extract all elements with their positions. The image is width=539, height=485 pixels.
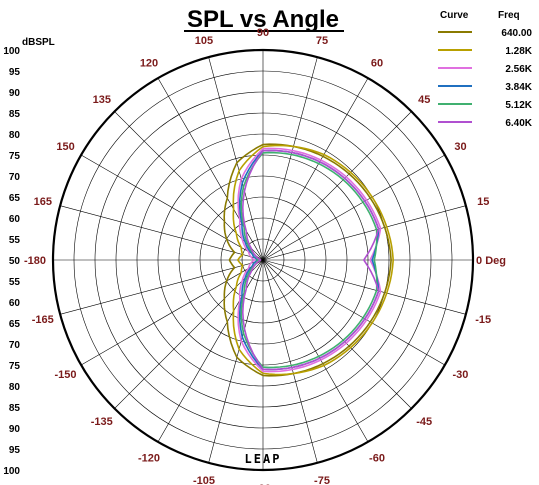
- legend-label: 5.12K: [505, 100, 532, 111]
- grid-spoke: [80, 154, 264, 261]
- angle-label: 150: [56, 141, 74, 153]
- angle-label: -105: [193, 475, 215, 485]
- grid-spoke: [262, 259, 446, 366]
- radial-tick-label: 90: [9, 88, 21, 99]
- radial-tick-label: 75: [9, 151, 21, 162]
- legend-label: 6.40K: [505, 118, 532, 129]
- angle-label: -75: [314, 475, 330, 485]
- angle-label: -150: [55, 369, 77, 381]
- grid-spoke: [208, 259, 264, 463]
- radial-tick-label: 55: [9, 277, 21, 288]
- radial-tick-label: 60: [9, 298, 21, 309]
- radial-unit-label: dBSPL: [22, 37, 55, 48]
- angle-label: 120: [140, 58, 158, 70]
- angle-label: 165: [34, 196, 52, 208]
- radial-tick-label: 65: [9, 193, 21, 204]
- radial-tick-label: 80: [9, 382, 21, 393]
- angle-label: 90: [257, 27, 269, 39]
- grid-spoke: [60, 259, 264, 315]
- grid-spoke: [262, 259, 412, 409]
- angle-label: 30: [454, 141, 466, 153]
- polar-grid: [51, 48, 475, 472]
- radial-tick-label: 50: [9, 256, 21, 267]
- angle-label: -90: [255, 483, 271, 485]
- radial-tick-label: 100: [3, 46, 20, 57]
- grid-spoke: [262, 57, 318, 261]
- angle-label: -15: [475, 314, 491, 326]
- angle-label: -120: [138, 452, 160, 464]
- radial-tick-label: 100: [3, 466, 20, 477]
- series-curve: [241, 149, 380, 371]
- radial-tick-labels: 100 95 90 85 80 75 70 65 60 55 50 55 60 65 70 75 80 85 90 9…: [3, 46, 20, 477]
- radial-tick-label: 80: [9, 130, 21, 141]
- series-curve: [240, 151, 378, 369]
- series-curve: [237, 147, 382, 373]
- angle-label: -60: [369, 452, 385, 464]
- series-curve: [232, 144, 395, 376]
- grid-spoke: [114, 259, 264, 409]
- chart-title: SPL vs Angle: [187, 6, 339, 33]
- legend-label: 640.00: [501, 28, 532, 39]
- grid-spoke: [262, 259, 318, 463]
- angle-label: -180: [24, 255, 46, 267]
- grid-spoke: [80, 259, 264, 366]
- legend-label: 2.56K: [505, 64, 532, 75]
- legend-label: 1.28K: [505, 46, 532, 57]
- grid-spoke: [262, 111, 412, 261]
- angle-label: 15: [477, 196, 489, 208]
- radial-tick-label: 90: [9, 424, 21, 435]
- legend-freq-header: Freq: [498, 10, 520, 21]
- grid-spoke: [114, 111, 264, 261]
- series-curve: [223, 143, 392, 377]
- radial-tick-label: 95: [9, 445, 21, 456]
- series-curves: [223, 143, 395, 377]
- angle-label: 105: [195, 35, 213, 47]
- angle-label: -45: [416, 416, 432, 428]
- grid-spoke: [262, 154, 446, 261]
- radial-tick-label: 55: [9, 235, 21, 246]
- radial-tick-label: 75: [9, 361, 21, 372]
- angle-label: -135: [91, 416, 113, 428]
- radial-tick-label: 85: [9, 109, 21, 120]
- angle-label: 45: [418, 94, 430, 106]
- radial-tick-label: 60: [9, 214, 21, 225]
- radial-tick-label: 85: [9, 403, 21, 414]
- grid-spoke: [262, 205, 466, 261]
- legend-label: 3.84K: [505, 82, 532, 93]
- angle-label: 135: [93, 94, 111, 106]
- angle-label: -30: [453, 369, 469, 381]
- angle-tick-labels: 0 Deg 15 30 45 60 75 90 105 120 135 150 165 -180 -165…: [24, 27, 506, 485]
- grid-spoke: [262, 259, 369, 443]
- leap-logo: LEAP: [245, 452, 282, 466]
- grid-spoke: [262, 259, 466, 315]
- angle-label: -165: [32, 314, 54, 326]
- grid-spoke: [60, 205, 264, 261]
- grid-spoke: [262, 77, 369, 261]
- legend: Curve Freq 640.00 1.28K 2.56K 3.84K 5.12K 6.4…: [438, 10, 533, 129]
- angle-label: 75: [316, 35, 328, 47]
- angle-label: 60: [371, 58, 383, 70]
- legend-curve-header: Curve: [440, 10, 469, 21]
- radial-tick-label: 70: [9, 340, 21, 351]
- radial-tick-label: 65: [9, 319, 21, 330]
- angle-label: 0 Deg: [476, 255, 506, 267]
- grid-spoke: [208, 57, 264, 261]
- legend-items: 640.00 1.28K 2.56K 3.84K 5.12K 6.40K: [438, 28, 533, 129]
- series-curve: [239, 149, 380, 371]
- radial-tick-label: 95: [9, 67, 21, 78]
- radial-tick-label: 70: [9, 172, 21, 183]
